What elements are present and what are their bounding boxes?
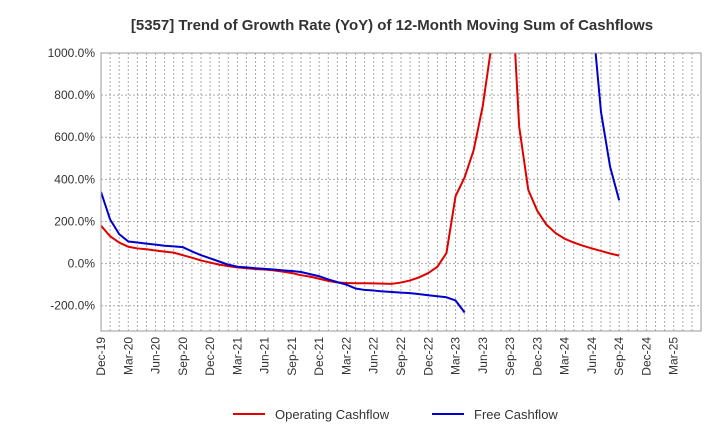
x-tick-label: Dec-20	[203, 337, 217, 376]
legend-label-operating-cashflow: Operating Cashflow	[275, 407, 390, 422]
x-tick-label: Mar-25	[667, 337, 681, 375]
legend: Operating Cashflow Free Cashflow	[233, 407, 558, 422]
y-tick-label: 0.0%	[68, 257, 96, 271]
x-tick-label: Mar-22	[339, 337, 353, 375]
legend-label-free-cashflow: Free Cashflow	[474, 407, 558, 422]
chart-title: [5357] Trend of Growth Rate (YoY) of 12-…	[131, 17, 653, 34]
y-tick-label: -200.0%	[50, 299, 95, 313]
plot-frame	[100, 52, 702, 332]
x-tick-label: Dec-23	[530, 337, 544, 376]
y-tick-label: 800.0%	[54, 88, 95, 102]
x-tick-label: Sep-24	[612, 337, 626, 376]
x-tick-label: Sep-23	[503, 337, 517, 376]
x-tick-label: Sep-20	[176, 337, 190, 376]
y-tick-label: 1000.0%	[48, 46, 96, 60]
grid-layer	[101, 52, 701, 331]
y-axis-tick-labels: 1000.0% 800.0% 600.0% 400.0% 200.0% 0.0% -200.…	[48, 46, 96, 313]
x-tick-label: Jun-22	[367, 337, 381, 374]
x-tick-label: Dec-21	[312, 337, 326, 376]
series-layer	[101, 53, 621, 314]
x-tick-label: Jun-23	[476, 337, 490, 374]
x-tick-label: Dec-22	[421, 337, 435, 376]
x-tick-label: Sep-21	[285, 337, 299, 376]
series-line-free-cashflow	[101, 191, 466, 314]
x-tick-label: Jun-20	[149, 337, 163, 374]
x-tick-label: Jun-21	[258, 337, 272, 374]
x-tick-label: Dec-19	[94, 337, 108, 376]
y-tick-label: 600.0%	[54, 130, 95, 144]
x-tick-label: Jun-24	[585, 337, 599, 374]
x-tick-label: Dec-24	[639, 337, 653, 376]
x-tick-label: Mar-24	[558, 337, 572, 375]
series-line-free-cashflow-segment-2	[594, 53, 621, 201]
x-tick-label: Mar-20	[121, 337, 135, 375]
series-line-operating-cashflow	[101, 53, 620, 285]
x-tick-label: Mar-21	[230, 337, 244, 375]
y-tick-label: 200.0%	[54, 214, 95, 228]
y-tick-label: 400.0%	[54, 172, 95, 186]
x-tick-label: Mar-23	[449, 337, 463, 375]
x-tick-label: Sep-22	[394, 337, 408, 376]
x-axis-tick-labels: Dec-19 Mar-20 Jun-20 Sep-20 Dec-20 Mar-21 Jun-…	[94, 337, 681, 376]
